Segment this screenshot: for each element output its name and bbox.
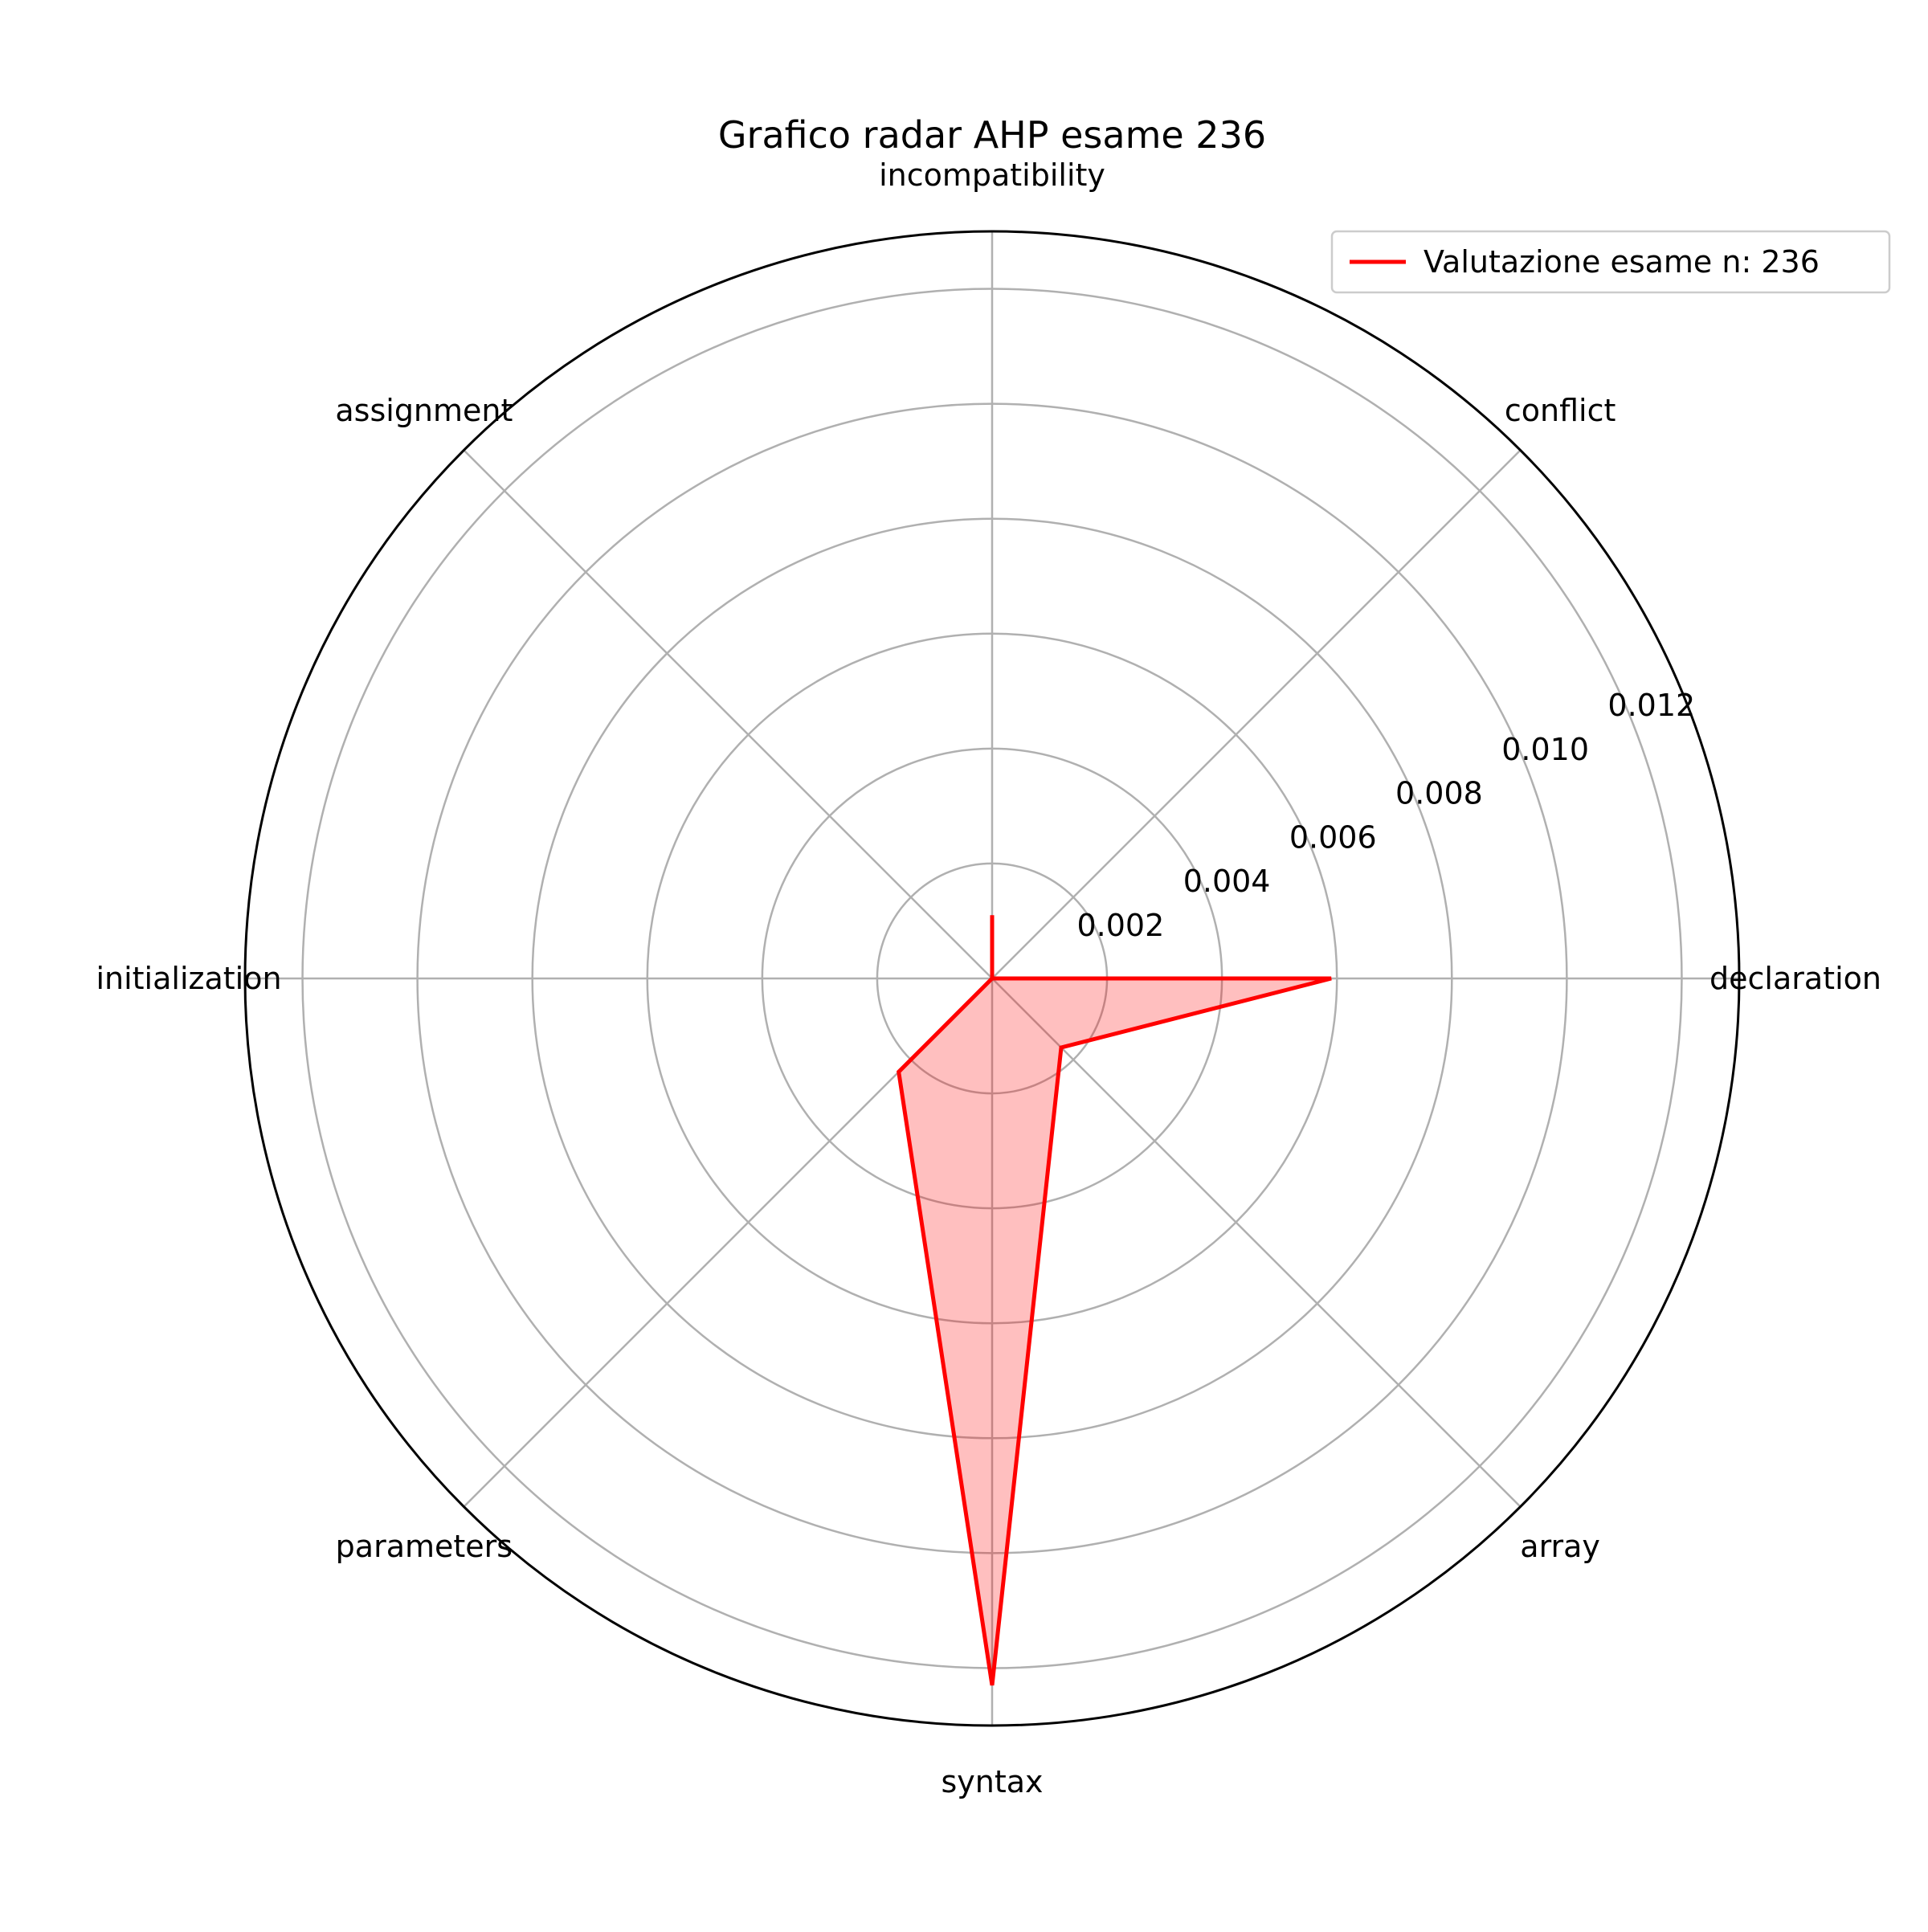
r-tick-label: 0.010 bbox=[1501, 732, 1589, 767]
r-tick-label: 0.006 bbox=[1289, 819, 1377, 855]
spoke-gridline bbox=[992, 978, 1521, 1507]
category-label-incompatibility: incompatibility bbox=[879, 157, 1105, 193]
category-label-initialization: initialization bbox=[96, 961, 281, 996]
category-label-array: array bbox=[1520, 1529, 1600, 1564]
r-tick-label: 0.002 bbox=[1077, 908, 1165, 943]
category-label-declaration: declaration bbox=[1709, 961, 1881, 996]
category-label-conflict: conflict bbox=[1505, 393, 1616, 428]
category-label-parameters: parameters bbox=[336, 1529, 513, 1564]
category-label-syntax: syntax bbox=[941, 1764, 1043, 1799]
spoke-gridline bbox=[992, 450, 1521, 978]
r-tick-label: 0.012 bbox=[1607, 688, 1695, 723]
legend-entry-label: Valutazione esame n: 236 bbox=[1424, 244, 1820, 280]
r-tick-label: 0.008 bbox=[1395, 776, 1483, 811]
spoke-gridline bbox=[464, 450, 992, 978]
r-tick-label: 0.004 bbox=[1183, 864, 1271, 899]
category-label-assignment: assignment bbox=[335, 393, 513, 428]
chart-title: Grafico radar AHP esame 236 bbox=[718, 113, 1266, 157]
